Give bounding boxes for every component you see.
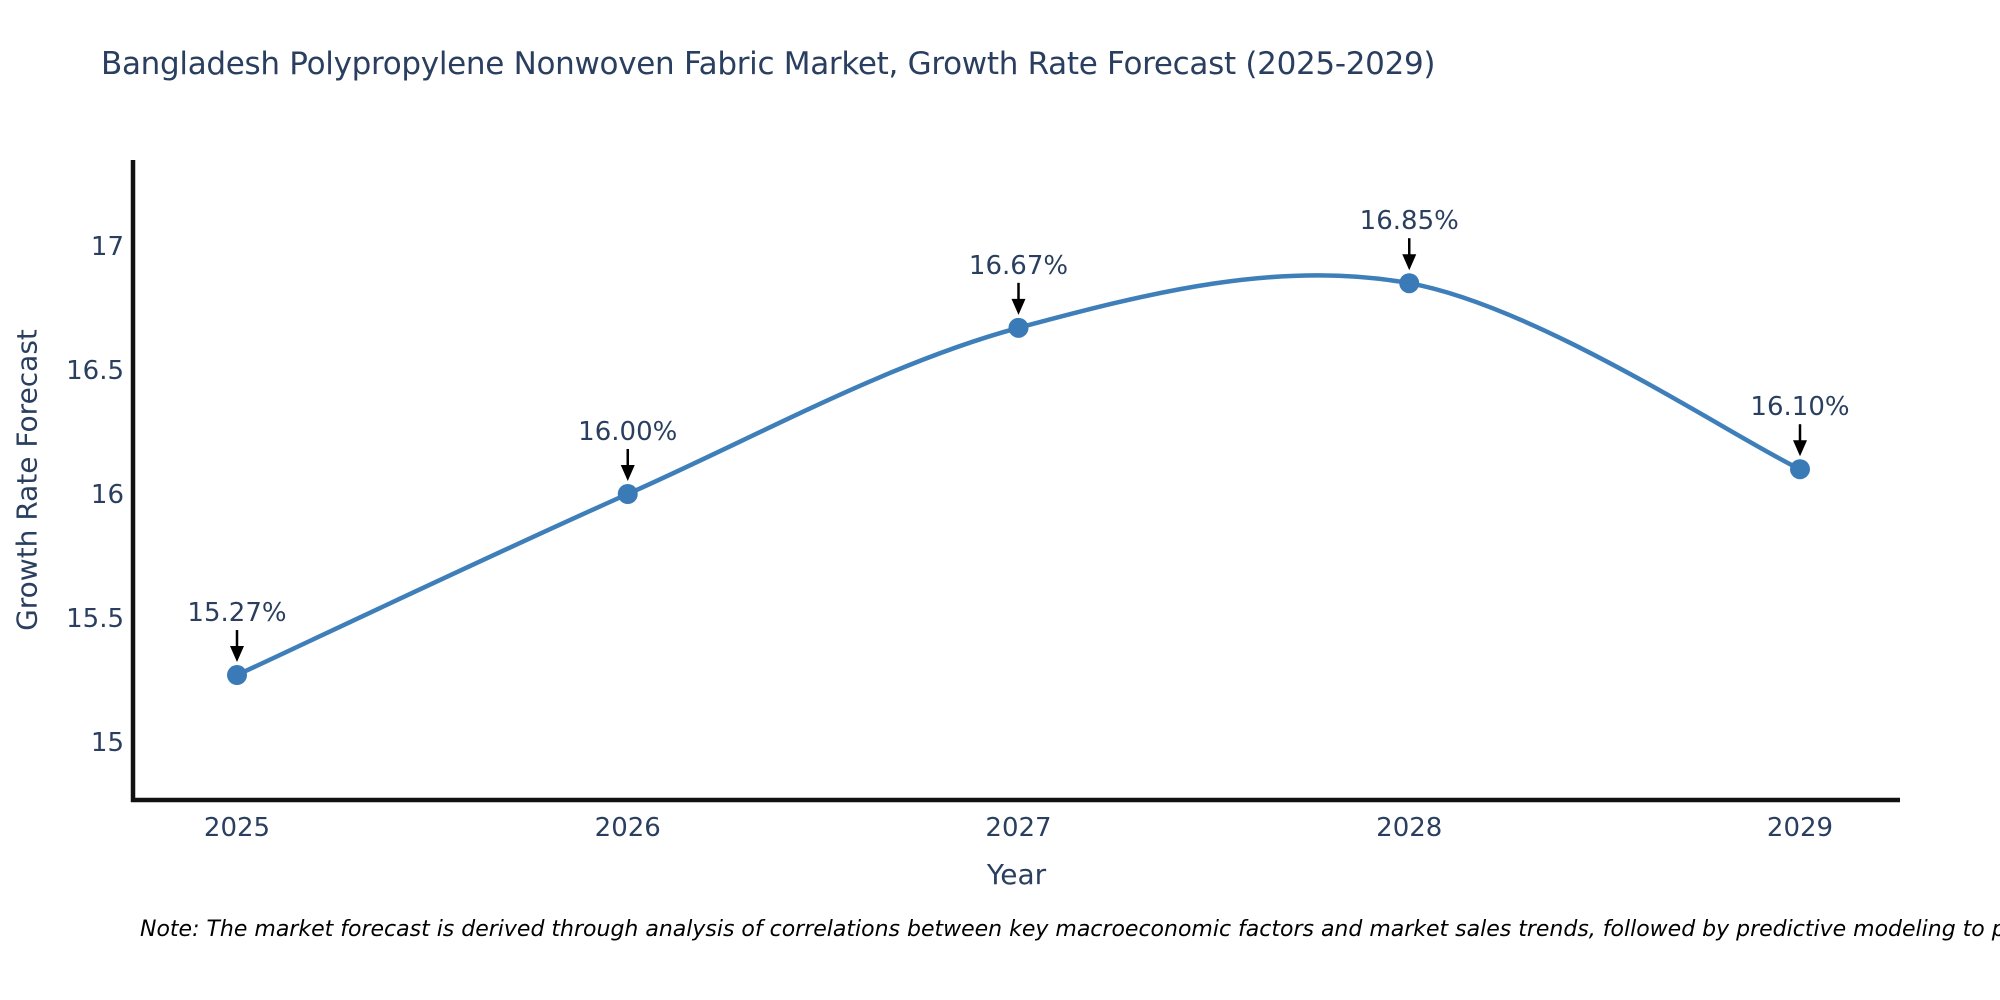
x-axis-title: Year xyxy=(986,858,1047,891)
annotation-arrowhead xyxy=(620,465,635,481)
y-tick-label: 16 xyxy=(91,480,124,510)
annotation-arrowhead xyxy=(230,646,244,663)
data-point-label: 15.27% xyxy=(187,598,286,628)
footnote: Note: The market forecast is derived thr… xyxy=(140,917,2000,942)
data-point xyxy=(227,665,247,686)
y-tick-label: 15.5 xyxy=(66,604,124,634)
annotation-arrowhead xyxy=(1402,254,1417,271)
x-tick-label: 2029 xyxy=(1767,813,1833,843)
chart-title: Bangladesh Polypropylene Nonwoven Fabric… xyxy=(101,46,1436,82)
data-point xyxy=(1790,459,1810,480)
y-tick-label: 17 xyxy=(91,232,124,262)
data-point-label: 16.85% xyxy=(1360,206,1459,236)
x-tick-label: 2025 xyxy=(204,813,270,843)
y-tick-label: 15 xyxy=(91,728,124,758)
data-point-label: 16.67% xyxy=(969,251,1068,281)
y-tick-label: 16.5 xyxy=(66,356,124,386)
data-point-label: 16.00% xyxy=(578,417,677,447)
data-point xyxy=(1399,273,1420,294)
x-tick-label: 2028 xyxy=(1376,813,1442,843)
annotation-arrowhead xyxy=(1793,440,1807,457)
annotation-arrowhead xyxy=(1011,298,1026,315)
data-point xyxy=(617,484,638,504)
x-tick-label: 2027 xyxy=(985,813,1051,843)
data-point-label: 16.10% xyxy=(1750,392,1849,422)
data-point xyxy=(1008,317,1029,338)
x-tick-label: 2026 xyxy=(595,813,661,843)
